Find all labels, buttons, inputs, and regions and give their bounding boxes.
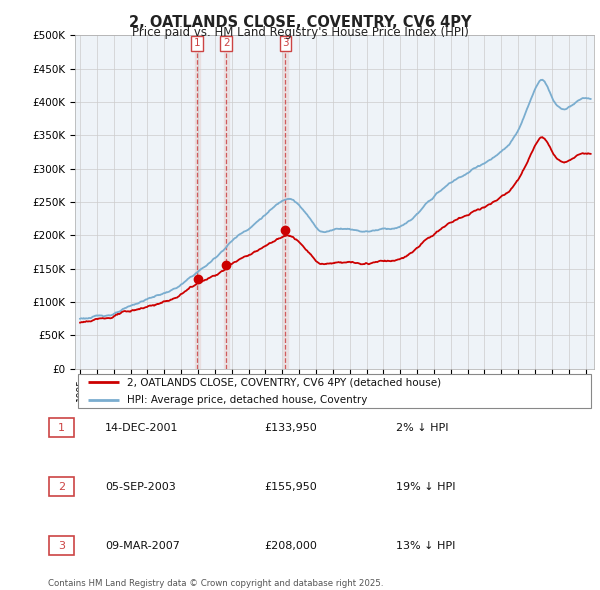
Text: £155,950: £155,950 — [264, 482, 317, 491]
Text: HPI: Average price, detached house, Coventry: HPI: Average price, detached house, Cove… — [127, 395, 367, 405]
Text: 2, OATLANDS CLOSE, COVENTRY, CV6 4PY (detached house): 2, OATLANDS CLOSE, COVENTRY, CV6 4PY (de… — [127, 378, 441, 388]
Text: 2% ↓ HPI: 2% ↓ HPI — [396, 423, 449, 432]
Text: 1: 1 — [58, 423, 65, 432]
Text: 05-SEP-2003: 05-SEP-2003 — [105, 482, 176, 491]
Text: £133,950: £133,950 — [264, 423, 317, 432]
Bar — [283, 35, 288, 369]
Text: 2, OATLANDS CLOSE, COVENTRY, CV6 4PY: 2, OATLANDS CLOSE, COVENTRY, CV6 4PY — [129, 15, 471, 30]
Text: 19% ↓ HPI: 19% ↓ HPI — [396, 482, 455, 491]
Text: 3: 3 — [282, 38, 289, 48]
Text: 2: 2 — [58, 482, 65, 491]
Bar — [195, 35, 200, 369]
Text: 1: 1 — [194, 38, 200, 48]
Bar — [224, 35, 229, 369]
Text: 09-MAR-2007: 09-MAR-2007 — [105, 541, 180, 550]
Text: 13% ↓ HPI: 13% ↓ HPI — [396, 541, 455, 550]
Text: Price paid vs. HM Land Registry's House Price Index (HPI): Price paid vs. HM Land Registry's House … — [131, 26, 469, 39]
Text: Contains HM Land Registry data © Crown copyright and database right 2025.
This d: Contains HM Land Registry data © Crown c… — [48, 579, 383, 590]
Text: 3: 3 — [58, 541, 65, 550]
Text: 2: 2 — [223, 38, 229, 48]
Text: 14-DEC-2001: 14-DEC-2001 — [105, 423, 179, 432]
Text: £208,000: £208,000 — [264, 541, 317, 550]
